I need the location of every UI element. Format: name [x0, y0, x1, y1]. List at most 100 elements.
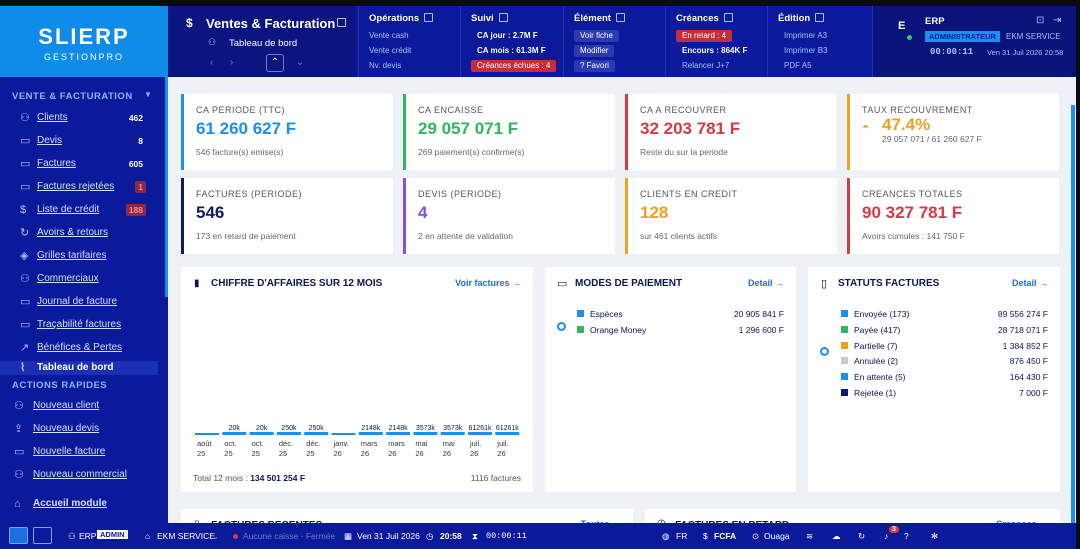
- external-link-icon[interactable]: [815, 13, 825, 22]
- external-link-icon[interactable]: [337, 18, 346, 27]
- chart-bar[interactable]: [440, 432, 465, 435]
- ca-chart-panel: ▮ CHIFFRE D'AFFAIRES SUR 12 MOIS Voir fa…: [181, 267, 533, 492]
- chart-bar[interactable]: [331, 433, 356, 435]
- chevron-down-icon[interactable]: ⌄: [212, 531, 220, 541]
- status-bar: ⚇ ERP ADMIN ⌂ EKM SERVICE ⌄ Aucune caiss…: [0, 523, 1076, 549]
- detail-link[interactable]: Detail →: [747, 278, 784, 288]
- kpi-card[interactable]: FACTURES (PERIODE) 546 173 en retard de pa…: [181, 178, 393, 254]
- sidebar-item-credit[interactable]: $ Liste de crédit 188: [0, 199, 158, 221]
- chart-bar[interactable]: [413, 432, 438, 435]
- dollar-icon: $: [186, 16, 193, 30]
- kpi-label: CA PERIODE (TTC): [196, 105, 286, 115]
- clipboard-icon: ▭: [20, 319, 31, 331]
- sidebar-item-devis[interactable]: ▭ Devis 8: [0, 130, 158, 152]
- menu-item[interactable]: PDF A5: [784, 61, 812, 70]
- menu-item[interactable]: Vente crédit: [369, 46, 412, 55]
- sidebar-item-journal[interactable]: ▭ Journal de facture: [0, 291, 158, 313]
- menu-item[interactable]: En retard : 4: [676, 30, 733, 42]
- status-lang[interactable]: FR: [676, 531, 688, 541]
- prev-icon[interactable]: ‹: [210, 57, 214, 68]
- kpi-card[interactable]: TAUX RECOUVREMENT 47.4% 29 057 071 / 61 26…: [847, 94, 1059, 170]
- collapse-icon[interactable]: ▼: [144, 90, 152, 99]
- quick-new-facture[interactable]: ▭ Nouvelle facture: [0, 441, 158, 463]
- sidebar-item-tableau-de-bord[interactable]: ⌇ Tableau de bord: [0, 361, 158, 375]
- panel-title: STATUTS FACTURES: [838, 278, 940, 289]
- panel-title: CHIFFRE D'AFFAIRES SUR 12 MOIS: [211, 278, 383, 289]
- document-icon: ▭: [14, 446, 25, 458]
- layout-toggle-icon[interactable]: [33, 527, 52, 544]
- chart-bar[interactable]: [386, 432, 411, 435]
- menu-item[interactable]: Imprimer A3: [784, 31, 828, 40]
- lock-icon[interactable]: ⊡: [1036, 15, 1045, 26]
- status-currency[interactable]: FCFA: [714, 531, 737, 541]
- quick-new-commercial[interactable]: ⚇ Nouveau commercial: [0, 464, 158, 486]
- external-link-icon[interactable]: [424, 13, 434, 22]
- sync-icon[interactable]: ↻: [858, 531, 866, 541]
- kpi-card[interactable]: CA PERIODE (TTC) 61 260 627 F 546 facture(…: [181, 94, 393, 170]
- logout-icon[interactable]: ⇥: [1053, 15, 1062, 26]
- voir-factures-link[interactable]: Voir factures →: [455, 278, 521, 288]
- external-link-icon[interactable]: [498, 13, 508, 22]
- detail-link[interactable]: Detail →: [1011, 278, 1048, 288]
- chart-bar[interactable]: [249, 432, 274, 435]
- kpi-card[interactable]: CA ENCAISSE 29 057 071 F 269 paiement(s) c…: [403, 94, 615, 170]
- status-city[interactable]: Ouaga: [764, 531, 790, 541]
- app-logo[interactable]: SLIERP GESTIONPRO: [0, 6, 168, 77]
- menu-item[interactable]: Voir fiche: [574, 30, 619, 42]
- menu-item[interactable]: ? Favori: [574, 60, 615, 72]
- menu-item[interactable]: Nv. devis: [369, 61, 402, 70]
- kpi-card[interactable]: DEVIS (PERIODE) 4 2 en attente de validati…: [403, 178, 615, 254]
- sidebar-item-tracabilite[interactable]: ▭ Traçabilité factures: [0, 314, 158, 336]
- status-service[interactable]: EKM SERVICE: [157, 531, 215, 541]
- sidebar-toggle-icon[interactable]: [9, 527, 28, 544]
- menu-item[interactable]: Imprimer B3: [784, 46, 828, 55]
- legend-swatch: [841, 389, 848, 396]
- external-link-icon[interactable]: [615, 13, 625, 22]
- chart-bar[interactable]: [358, 432, 383, 435]
- chart-bar[interactable]: [222, 432, 247, 435]
- menu-title: Opérations: [369, 13, 420, 24]
- kpi-sub: 2 en attente de validation: [418, 231, 513, 241]
- main-scrollbar[interactable]: [1071, 105, 1075, 525]
- bell-icon[interactable]: ♪: [884, 531, 889, 541]
- chart-bar[interactable]: [276, 432, 301, 435]
- kpi-sub: Avoirs cumules : 141 750 F: [862, 231, 965, 241]
- sidebar-scrollbar[interactable]: [165, 77, 168, 297]
- chart-bar[interactable]: [304, 432, 329, 435]
- kpi-card[interactable]: CLIENTS EN CREDIT 128 sur 461 clients acti…: [625, 178, 837, 254]
- sidebar-item-grilles[interactable]: ◈ Grilles tarifaires: [0, 245, 158, 267]
- settings-icon[interactable]: ✻: [931, 531, 939, 541]
- kpi-card[interactable]: CA A RECOUVRER 32 203 781 F Reste du sur l…: [625, 94, 837, 170]
- sidebar-item-clients[interactable]: ⚇ Clients 462: [0, 107, 158, 129]
- menu-item[interactable]: Vente cash: [369, 31, 409, 40]
- sidebar-item-factures[interactable]: ▭ Factures 605: [0, 153, 158, 175]
- quick-home-module[interactable]: ⌂ Accueil module: [0, 493, 158, 515]
- up-button[interactable]: ⌃: [266, 54, 284, 72]
- chart-bar[interactable]: [468, 432, 492, 435]
- status-label: Payée (417): [854, 324, 901, 335]
- chart-bar[interactable]: [495, 432, 520, 435]
- user-avatar[interactable]: E: [898, 20, 906, 32]
- chart-bar[interactable]: [195, 433, 219, 435]
- chart-data-label: 61261k: [496, 425, 519, 432]
- sidebar-item-benefices[interactable]: ↗ Bénéfices & Pertes: [0, 337, 158, 359]
- sidebar-item-avoirs[interactable]: ↻ Avoirs & retours: [0, 222, 158, 244]
- menu-item[interactable]: CA jour : 2.7M F: [477, 31, 538, 40]
- sidebar-item-factures-rejetees[interactable]: ▭ Factures rejetées 1: [0, 176, 158, 198]
- external-link-icon[interactable]: [723, 13, 733, 22]
- menu-item[interactable]: Relancer J+7: [682, 61, 730, 70]
- menu-item[interactable]: CA mois : 61.3M F: [477, 46, 546, 55]
- sidebar-item-commerciaux[interactable]: ⚇ Commerciaux: [0, 268, 158, 290]
- menu-item[interactable]: Créances échues : 4: [471, 60, 557, 72]
- kpi-card[interactable]: CREANCES TOTALES 90 327 781 F Avoirs cumul…: [847, 178, 1059, 254]
- quick-new-client[interactable]: ⚇ Nouveau client: [0, 395, 158, 417]
- quick-new-devis[interactable]: ⇪ Nouveau devis: [0, 418, 158, 440]
- caisse-status-dot: [233, 534, 238, 539]
- down-icon[interactable]: ⌄: [296, 57, 305, 68]
- next-icon[interactable]: ›: [230, 57, 234, 68]
- payment-row: Espèces: [577, 309, 623, 319]
- menu-item[interactable]: Encours : 864K F: [682, 46, 748, 55]
- menu-item[interactable]: Modifier: [574, 45, 615, 57]
- help-icon[interactable]: ?: [904, 531, 909, 541]
- dollar-icon: $: [20, 204, 27, 216]
